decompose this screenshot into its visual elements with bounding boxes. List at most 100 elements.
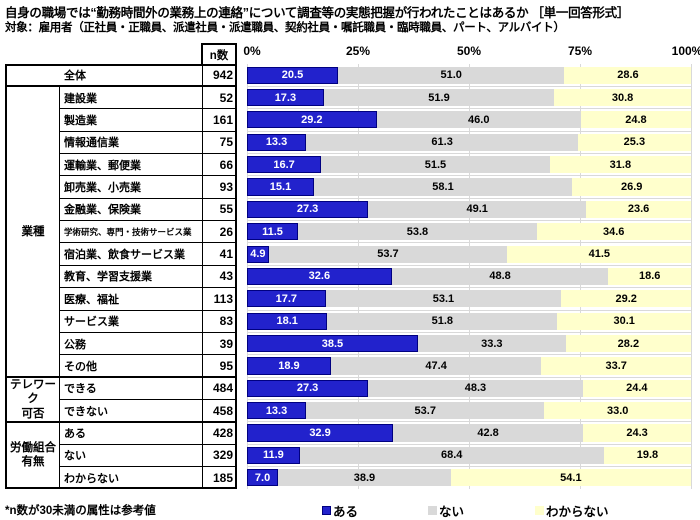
table-row-label: 情報通信業 (64, 137, 119, 150)
bar-segment-ない: 53.1 (325, 290, 562, 308)
bar-segment-ある: 32.6 (247, 267, 392, 286)
table-n-value: 39 (219, 336, 233, 351)
bar-segment-わからない: 24.8 (580, 111, 691, 129)
gridline-row-separator (247, 443, 691, 445)
page-subtitle: 対象：雇用者（正社員・正職員、派遣社員・派遣職員、契約社員・嘱託職員・臨時職員、… (5, 22, 565, 34)
bar-segment-わからない: 31.8 (549, 156, 691, 174)
bar-value-label: 48.3 (464, 382, 487, 395)
axis-tick-100: 100% (671, 44, 700, 58)
bar-segment-ある: 7.0 (247, 469, 279, 487)
table-row-separator (59, 309, 237, 311)
table-row-label: 医療、福祉 (64, 293, 119, 306)
bar-segment-ない: 53.7 (306, 402, 545, 420)
table-row-label: わからない (64, 472, 119, 485)
gridline-row-separator (247, 376, 691, 378)
bar-value-label: 27.3 (296, 382, 319, 395)
table-n-value: 484 (212, 381, 233, 396)
bar-value-label: 30.8 (611, 91, 634, 104)
table-column-divider (201, 64, 203, 489)
bar-value-label: 29.2 (615, 292, 637, 305)
bar-value-label: 25.3 (623, 136, 646, 149)
bar-segment-ある: 29.2 (247, 111, 377, 129)
table-row-label: 宿泊業、飲食サービス業 (64, 249, 185, 262)
bar-segment-わからない: 24.3 (583, 424, 691, 442)
table-row-separator (59, 130, 237, 132)
bar-value-label: 33.7 (605, 359, 627, 372)
gridline-vertical (690, 64, 692, 489)
bar-value-label: 33.0 (607, 404, 629, 417)
bar-segment-わからない: 29.2 (561, 290, 691, 308)
table-n-value: 43 (219, 269, 233, 284)
table-n-value: 75 (219, 135, 233, 150)
bar-value-label: 19.8 (636, 449, 659, 462)
bar-segment-ない: 47.4 (330, 357, 542, 375)
gridline-row-separator (247, 85, 691, 87)
bar-value-label: 7.0 (254, 471, 271, 484)
legend-label: ある (333, 505, 359, 519)
legend-item-aru: ある (322, 501, 358, 520)
bar-segment-わからない: 26.9 (572, 178, 692, 196)
table-row-label: 建設業 (64, 92, 97, 105)
table-row-label: その他 (64, 360, 97, 373)
bar-segment-ある: 11.9 (247, 446, 300, 465)
bar-segment-ある: 13.3 (247, 402, 307, 420)
bar-segment-ある: 16.7 (247, 156, 322, 174)
bar-value-label: 53.1 (432, 292, 455, 305)
bar-segment-ない: 42.8 (393, 424, 584, 442)
bar-segment-ない: 48.3 (368, 379, 583, 397)
axis-tick-75: 75% (567, 44, 593, 58)
table-row-label: 学術研究、専門・技術サービス業 (64, 226, 192, 237)
table-n-value: 942 (212, 68, 233, 83)
bar-segment-わからない: 33.0 (544, 402, 691, 420)
bar-segment-ある: 18.9 (247, 357, 331, 375)
bar-segment-わからない: 18.6 (608, 267, 691, 286)
legend-swatch-blue-icon (322, 506, 331, 515)
bar-segment-ある: 20.5 (247, 66, 339, 84)
bar-value-label: 41.5 (588, 248, 610, 261)
table-n-value: 83 (219, 314, 233, 329)
table-row-separator (59, 399, 237, 401)
bar-segment-ある: 4.9 (247, 245, 269, 263)
bar-segment-ある: 27.3 (247, 200, 369, 218)
bar-segment-ない: 33.3 (417, 335, 566, 353)
table-group-boundary (5, 85, 237, 88)
table-n-value: 41 (219, 247, 233, 262)
page-title: 自身の職場では“勤務時間外の業務上の連絡”について調査等の実態把握が行われたこと… (5, 6, 630, 20)
bar-value-label: 38.9 (353, 471, 376, 484)
gridline-row-separator (247, 399, 691, 401)
table-row-separator (59, 152, 237, 154)
table-row-separator (59, 287, 237, 289)
bar-value-label: 53.7 (377, 248, 399, 261)
bar-value-label: 27.3 (296, 203, 319, 216)
bar-value-label: 11.9 (263, 449, 284, 462)
table-row-separator (59, 242, 237, 244)
bar-value-label: 54.1 (560, 471, 582, 484)
bar-value-label: 18.9 (278, 359, 300, 372)
bar-value-label: 17.3 (274, 91, 297, 104)
gridline-row-separator (247, 331, 691, 333)
bar-value-label: 24.4 (626, 382, 648, 395)
chart-legend: ある ない わからない (0, 501, 700, 520)
bar-segment-わからない: 25.3 (578, 133, 691, 151)
table-row-label: 全体 (64, 70, 86, 83)
bar-value-label: 18.1 (276, 315, 298, 328)
table-n-value: 458 (212, 403, 233, 418)
table-n-value: 52 (219, 90, 233, 105)
gridline-row-separator (247, 242, 691, 244)
table-group-boundary (5, 376, 237, 379)
bar-segment-ある: 11.5 (247, 223, 299, 241)
bar-segment-ない: 58.1 (314, 178, 572, 196)
bar-segment-ない: 51.8 (327, 312, 558, 330)
gridline-row-separator (247, 197, 691, 199)
table-group-label: 労働組合 有無 (10, 442, 56, 469)
table-n-value: 113 (213, 291, 233, 306)
bar-segment-ない: 51.9 (323, 88, 555, 107)
table-row-label: 公務 (64, 338, 86, 351)
bar-value-label: 47.4 (425, 359, 447, 372)
table-row-label: ある (64, 428, 86, 441)
bar-value-label: 28.6 (617, 69, 639, 82)
bar-value-label: 17.7 (275, 292, 297, 305)
bar-value-label: 51.8 (431, 315, 454, 328)
table-row-separator (59, 264, 237, 266)
